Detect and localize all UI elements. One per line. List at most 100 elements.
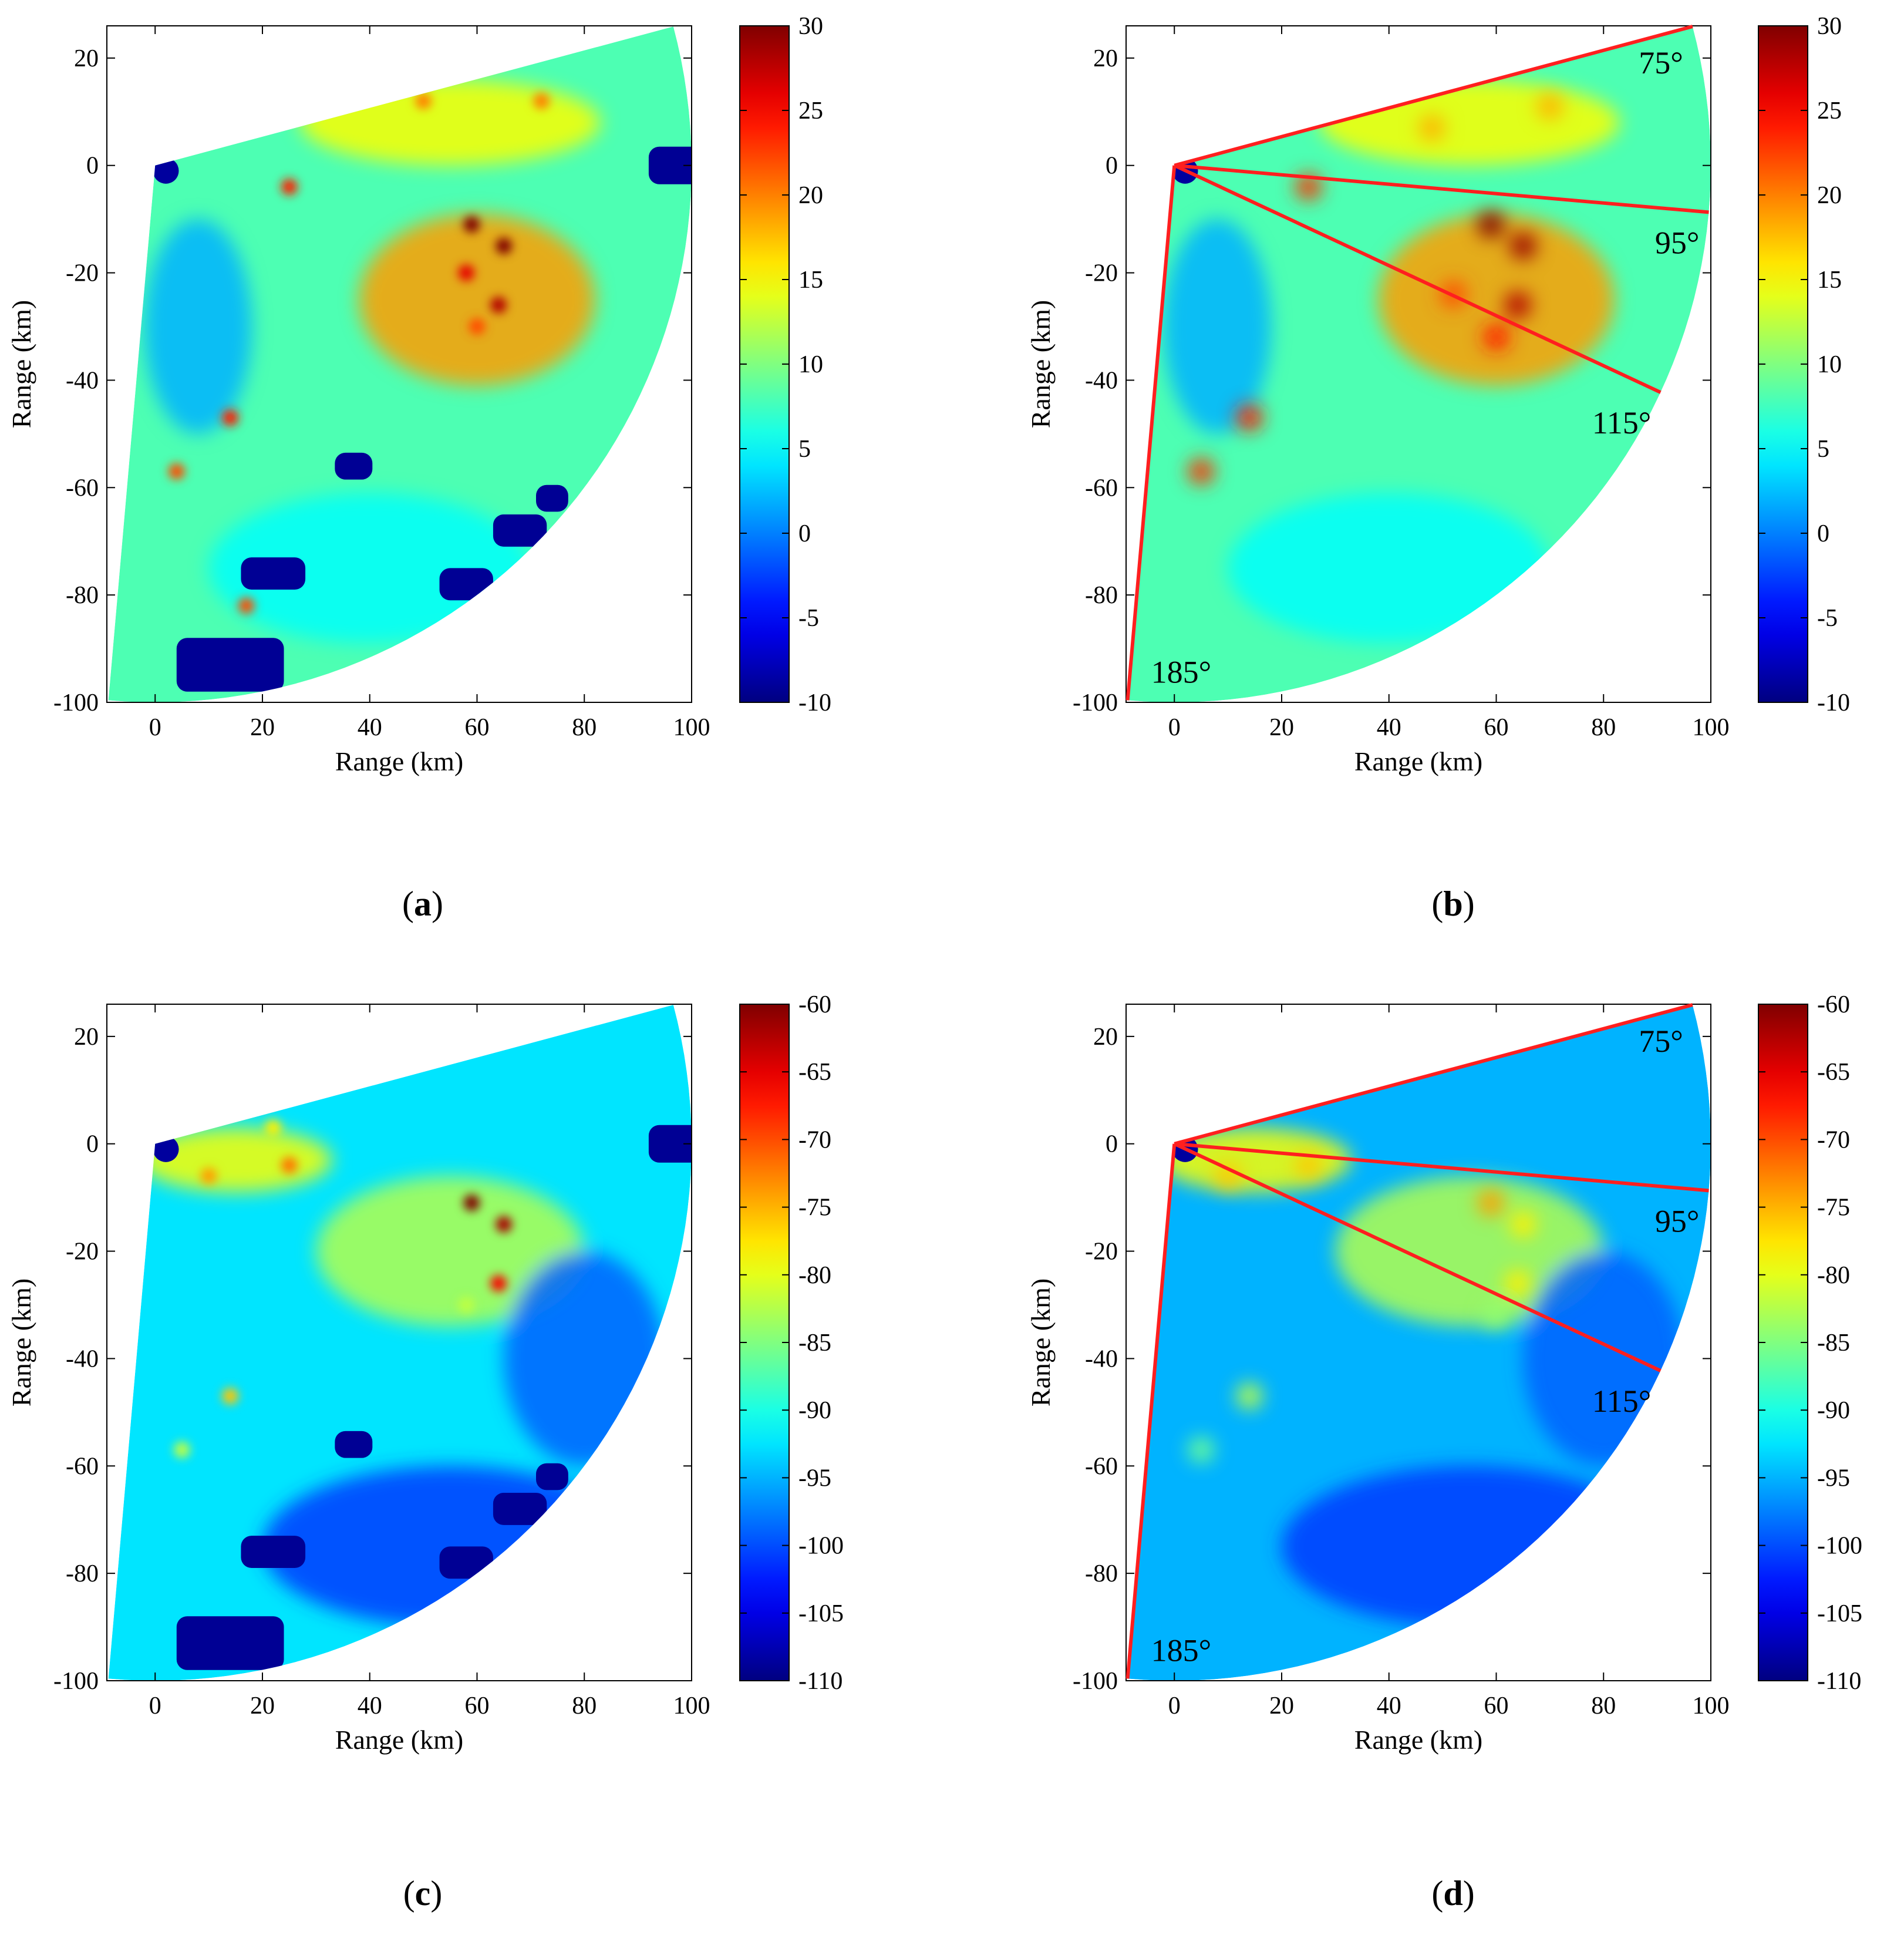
heatmap-field bbox=[108, 26, 692, 703]
origin-cluster bbox=[153, 157, 179, 184]
heatmap-hot-spot bbox=[1478, 211, 1504, 238]
colorbar-tick-label: -90 bbox=[798, 1397, 831, 1424]
y-tick-label: -80 bbox=[66, 1560, 99, 1587]
heatmap-field bbox=[1127, 1005, 1711, 1681]
colorbar-tick-label: -60 bbox=[1817, 991, 1850, 1018]
caption-c: (c) bbox=[403, 1874, 443, 1913]
bearing-line bbox=[1125, 1143, 1177, 1679]
y-tick-label: -20 bbox=[1085, 260, 1118, 287]
heatmap-hot-spot bbox=[415, 93, 432, 109]
y-tick-label: -80 bbox=[1085, 1560, 1118, 1587]
chart-panel-d: 0 20 40 60 80 100 20 0 -20 -40 -60 -80 -100 Range (km… bbox=[1026, 991, 1862, 1755]
heatmap-region bbox=[504, 1251, 665, 1466]
x-tick-label: 80 bbox=[1591, 1692, 1616, 1719]
y-tick-label: 0 bbox=[86, 153, 99, 180]
x-tick-label: 100 bbox=[1693, 714, 1730, 741]
heatmap-field bbox=[1127, 26, 1711, 703]
heatmap-hotspots bbox=[173, 1119, 513, 1458]
x-tick-label: 60 bbox=[464, 1692, 489, 1719]
colorbar-tick-label: -105 bbox=[798, 1600, 844, 1627]
colorbar-tick-label: -100 bbox=[798, 1533, 844, 1560]
origin-cluster bbox=[153, 1136, 179, 1162]
colorbar-tick-label: 10 bbox=[798, 351, 823, 378]
bearing-annotations: 75° 95° 115° 185° bbox=[1125, 25, 1709, 701]
heatmap-region bbox=[1378, 214, 1615, 386]
heatmap-hot-spot bbox=[1505, 292, 1531, 318]
y-tick-label: -20 bbox=[66, 260, 99, 287]
heatmap-hot-spot bbox=[1188, 458, 1214, 484]
y-axis-label: Range (km) bbox=[6, 300, 36, 428]
caption-a: (a) bbox=[402, 884, 443, 923]
colorbar-tick-label: 30 bbox=[1817, 13, 1842, 40]
x-tick-label: 40 bbox=[358, 1692, 382, 1719]
colorbar-tick-label: -90 bbox=[1817, 1397, 1850, 1424]
bearing-label: 75° bbox=[1639, 45, 1683, 80]
heatmap-region bbox=[1228, 493, 1550, 644]
y-tick-label: 20 bbox=[74, 45, 99, 72]
heatmap-hot-spot bbox=[1418, 115, 1445, 141]
heatmap-region bbox=[139, 1128, 332, 1192]
colorbar-tick-label: 30 bbox=[798, 13, 823, 40]
x-tick-label: 0 bbox=[1168, 714, 1181, 741]
y-tick-label: -20 bbox=[1085, 1239, 1118, 1266]
bearing-line bbox=[1125, 165, 1177, 701]
bearing-line bbox=[1174, 1142, 1709, 1193]
y-tick-label: 0 bbox=[1106, 153, 1118, 180]
heatmap-hot-spot bbox=[463, 216, 480, 233]
colorbar-tick-label: 10 bbox=[1817, 351, 1842, 378]
masked-patch bbox=[536, 484, 568, 512]
heatmap-hot-spot bbox=[168, 463, 185, 480]
heatmap-region bbox=[1523, 1251, 1684, 1466]
y-tick-label: -100 bbox=[53, 689, 99, 716]
bearing-line bbox=[1174, 1003, 1693, 1146]
masked-patch bbox=[536, 1463, 568, 1490]
y-tick-label: 0 bbox=[1106, 1131, 1118, 1158]
masked-patch bbox=[493, 514, 547, 547]
masked-patch bbox=[241, 557, 306, 590]
x-tick-label: 0 bbox=[149, 714, 161, 741]
axes-frame bbox=[1125, 25, 1711, 703]
axes-frame bbox=[1125, 1004, 1711, 1681]
masked-patch bbox=[493, 1493, 547, 1525]
x-tick-label: 40 bbox=[1377, 714, 1401, 741]
heatmap-hot-spot bbox=[490, 297, 507, 314]
heatmap-hot-spot bbox=[1236, 1383, 1263, 1409]
bearing-label: 185° bbox=[1151, 655, 1212, 690]
colorbar bbox=[739, 1004, 790, 1681]
colorbar-tick-label: -85 bbox=[1817, 1330, 1850, 1357]
heatmap-hot-spot bbox=[1236, 405, 1263, 431]
heatmap-hotspots bbox=[1188, 1152, 1536, 1463]
y-tick-label: 20 bbox=[1093, 1024, 1118, 1051]
colorbar-tick-label: 15 bbox=[798, 267, 823, 294]
y-tick-label: -100 bbox=[1073, 1668, 1118, 1695]
heatmap-region bbox=[1335, 1176, 1604, 1327]
masked-patch bbox=[648, 146, 692, 184]
heatmap-region bbox=[1281, 1466, 1657, 1627]
colorbar-tick-label: -60 bbox=[798, 991, 831, 1018]
heatmap-hot-spot bbox=[265, 1119, 282, 1136]
x-tick-label: 20 bbox=[1269, 714, 1294, 741]
x-tick-label: 100 bbox=[673, 714, 710, 741]
colorbar-tick-label: -95 bbox=[798, 1465, 831, 1492]
x-axis-label: Range (km) bbox=[1354, 1725, 1482, 1755]
masked-regions bbox=[176, 146, 692, 692]
colorbar-tick-label: 25 bbox=[1817, 97, 1842, 124]
heatmap-broad bbox=[1163, 79, 1620, 644]
axes-frame bbox=[106, 25, 692, 703]
colorbar-tick-label: 20 bbox=[798, 182, 823, 209]
axes-frame bbox=[106, 1004, 692, 1681]
bearing-label: 185° bbox=[1151, 1633, 1212, 1668]
colorbar-tick-label: -5 bbox=[798, 605, 819, 632]
caption-d: (d) bbox=[1431, 1874, 1475, 1913]
x-axis-label: Range (km) bbox=[1354, 746, 1482, 776]
heatmap-hot-spot bbox=[238, 597, 255, 614]
y-tick-label: -40 bbox=[66, 367, 99, 394]
heatmap-hot-spot bbox=[281, 1157, 298, 1174]
y-tick-label: -20 bbox=[66, 1239, 99, 1266]
colorbar-tick-label: -110 bbox=[1817, 1668, 1861, 1695]
heatmap-region bbox=[316, 1176, 585, 1327]
colorbar-tick-label: -65 bbox=[798, 1059, 831, 1086]
y-axis-label: Range (km) bbox=[1026, 1278, 1056, 1406]
bearing-line bbox=[1174, 163, 1709, 214]
heatmap-hot-spot bbox=[496, 237, 513, 254]
